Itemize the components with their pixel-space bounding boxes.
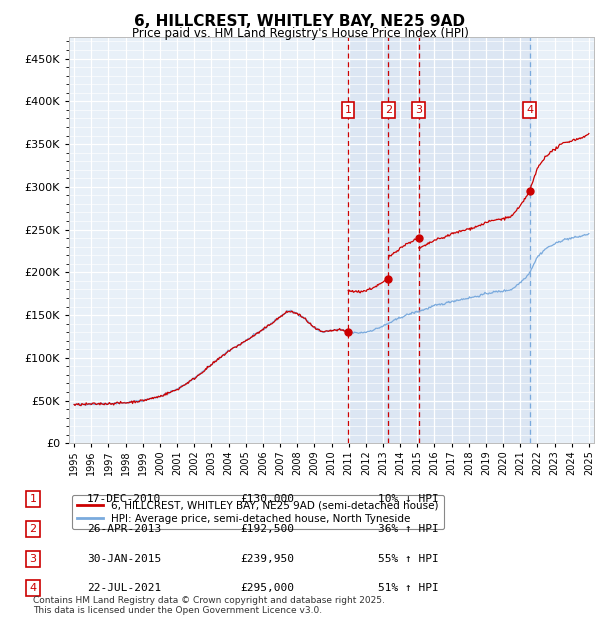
- Bar: [419, 37, 530, 443]
- Bar: [348, 37, 388, 443]
- Text: 2: 2: [385, 105, 392, 115]
- Text: 30-JAN-2015: 30-JAN-2015: [87, 554, 161, 564]
- Text: 2: 2: [29, 524, 37, 534]
- Text: 55% ↑ HPI: 55% ↑ HPI: [378, 554, 439, 564]
- Legend: 6, HILLCREST, WHITLEY BAY, NE25 9AD (semi-detached house), HPI: Average price, s: 6, HILLCREST, WHITLEY BAY, NE25 9AD (sem…: [71, 495, 444, 529]
- Text: 10% ↓ HPI: 10% ↓ HPI: [378, 494, 439, 504]
- Text: 1: 1: [344, 105, 352, 115]
- Text: 6, HILLCREST, WHITLEY BAY, NE25 9AD: 6, HILLCREST, WHITLEY BAY, NE25 9AD: [134, 14, 466, 29]
- Text: £239,950: £239,950: [240, 554, 294, 564]
- Text: Contains HM Land Registry data © Crown copyright and database right 2025.
This d: Contains HM Land Registry data © Crown c…: [33, 596, 385, 615]
- Bar: [388, 37, 419, 443]
- Text: 3: 3: [415, 105, 422, 115]
- Text: £192,500: £192,500: [240, 524, 294, 534]
- Text: £295,000: £295,000: [240, 583, 294, 593]
- Text: 51% ↑ HPI: 51% ↑ HPI: [378, 583, 439, 593]
- Text: 4: 4: [29, 583, 37, 593]
- Text: 17-DEC-2010: 17-DEC-2010: [87, 494, 161, 504]
- Text: £130,000: £130,000: [240, 494, 294, 504]
- Text: 3: 3: [29, 554, 37, 564]
- Text: 1: 1: [29, 494, 37, 504]
- Text: 22-JUL-2021: 22-JUL-2021: [87, 583, 161, 593]
- Text: 36% ↑ HPI: 36% ↑ HPI: [378, 524, 439, 534]
- Text: 26-APR-2013: 26-APR-2013: [87, 524, 161, 534]
- Text: Price paid vs. HM Land Registry's House Price Index (HPI): Price paid vs. HM Land Registry's House …: [131, 27, 469, 40]
- Text: 4: 4: [526, 105, 533, 115]
